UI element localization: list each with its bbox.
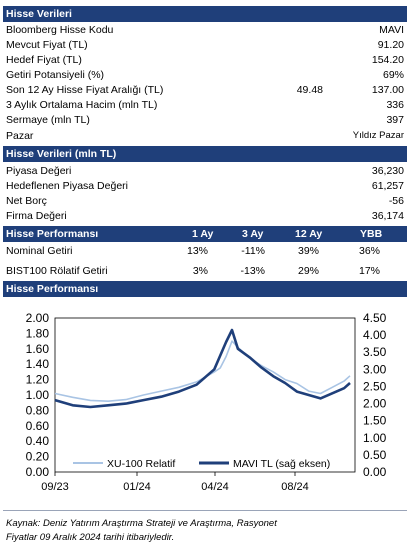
y-right-tick-label: 1.00 — [363, 431, 387, 445]
plot-area — [54, 317, 356, 473]
row-value: 336 — [386, 99, 404, 111]
row-label: Mevcut Fiyat (TL) — [6, 39, 88, 51]
section-header-stock-data-mln: Hisse Verileri (mln TL) — [3, 146, 407, 162]
row-label: BIST100 Rölatif Getiri — [6, 265, 108, 277]
y-left-tick-label: 0.20 — [26, 450, 50, 464]
row-label: Bloomberg Hisse Kodu — [6, 24, 114, 36]
y-right-tick-label: 3.00 — [363, 362, 387, 376]
y-right-tick-label: 3.50 — [363, 345, 387, 359]
series-line-mavi-tl — [54, 328, 351, 409]
y-right-tick-label: 2.00 — [363, 397, 387, 411]
row-target-market-cap: Hedeflenen Piyasa Değeri 61,257 — [3, 180, 407, 192]
row-label: Sermaye (mln TL) — [6, 114, 90, 126]
row-market: Pazar Yıldız Pazar — [3, 130, 407, 142]
row-label: Hedef Fiyat (TL) — [6, 54, 82, 66]
row-label: Pazar — [6, 130, 34, 142]
y-left-tick-label: 0.60 — [26, 419, 50, 433]
row-target-price: Hedef Fiyat (TL) 154.20 — [3, 54, 407, 66]
row-label: Son 12 Ay Hisse Fiyat Aralığı (TL) — [6, 84, 164, 96]
y-left-tick-label: 0.40 — [26, 434, 50, 448]
row-firm-value: Firma Değeri 36,174 — [3, 210, 407, 222]
y-left-tick-label: 1.80 — [26, 326, 50, 340]
val-12m: 29% — [297, 265, 319, 277]
row-avg-volume: 3 Aylık Ortalama Hacim (mln TL) 336 — [3, 99, 407, 111]
legend-label-xu100: XU-100 Relatif — [107, 458, 175, 470]
col-ytd: YBB — [360, 228, 383, 240]
y-right-tick-label: 1.50 — [363, 414, 387, 428]
section-header-chart: Hisse Performansı — [3, 281, 407, 297]
x-tick-label: 08/24 — [281, 481, 309, 493]
legend-label-mavi: MAVI TL (sağ eksen) — [233, 458, 330, 470]
row-value: 154.20 — [371, 54, 404, 66]
row-label: Getiri Potansiyeli (%) — [6, 69, 105, 81]
val-3m: -11% — [241, 245, 265, 257]
x-tick-label: 04/24 — [201, 481, 229, 493]
row-market-cap: Piyasa Değeri 36,230 — [3, 165, 407, 177]
footnote-source: Kaynak: Deniz Yatırım Araştırma Strateji… — [6, 518, 277, 529]
row-value: 69% — [382, 69, 404, 81]
x-tick-label: 01/24 — [123, 481, 151, 493]
row-current-price: Mevcut Fiyat (TL) 91.20 — [3, 39, 407, 51]
row-label: Nominal Getiri — [6, 245, 73, 257]
y-left-tick-label: 1.00 — [26, 388, 50, 402]
y-left-tick-label: 1.40 — [26, 357, 50, 371]
row-value: 61,257 — [371, 180, 404, 192]
y-right-tick-label: 4.50 — [363, 311, 387, 325]
row-value-low: 49.48 — [296, 84, 323, 96]
row-value: -56 — [388, 195, 404, 207]
row-label: Piyasa Değeri — [6, 165, 72, 177]
y-left-tick-label: 0.00 — [26, 465, 50, 479]
y-left-tick-label: 2.00 — [26, 311, 50, 325]
row-label: Firma Değeri — [6, 210, 67, 222]
y-right-tick-label: 4.00 — [363, 328, 387, 342]
col-1m: 1 Ay — [192, 228, 214, 240]
val-3m: -13% — [240, 265, 265, 277]
col-3m: 3 Ay — [242, 228, 264, 240]
series-line-xu100-relative — [54, 340, 351, 402]
val-1m: 13% — [186, 245, 208, 257]
row-return-potential: Getiri Potansiyeli (%) 69% — [3, 69, 407, 81]
row-label: Net Borç — [6, 195, 47, 207]
row-capital: Sermaye (mln TL) 397 — [3, 114, 407, 126]
y-left-tick-label: 1.20 — [26, 373, 50, 387]
y-right-tick-label: 2.50 — [363, 379, 387, 393]
performance-chart: 0.000.200.400.600.801.001.201.401.601.80… — [26, 311, 387, 493]
row-price-range: Son 12 Ay Hisse Fiyat Aralığı (TL) 49.48… — [3, 84, 407, 96]
row-value: Yıldız Pazar — [352, 130, 404, 141]
row-bloomberg-code: Bloomberg Hisse Kodu MAVI — [3, 24, 407, 36]
x-tick-label: 09/23 — [41, 481, 69, 493]
section-header-performance: Hisse Performansı 1 Ay 3 Ay 12 Ay YBB — [3, 226, 407, 242]
val-ytd: 17% — [358, 265, 380, 277]
row-nominal-return: Nominal Getiri 13% -11% 39% 36% — [3, 245, 407, 257]
row-net-debt: Net Borç -56 — [3, 195, 407, 207]
row-label: 3 Aylık Ortalama Hacim (mln TL) — [6, 99, 158, 111]
row-value: 91.20 — [377, 39, 404, 51]
val-1m: 3% — [192, 265, 208, 277]
row-relative-return: BIST100 Rölatif Getiri 3% -13% 29% 17% — [3, 265, 407, 277]
row-value: 36,230 — [371, 165, 404, 177]
row-value: 397 — [386, 114, 404, 126]
divider — [3, 510, 407, 511]
val-ytd: 36% — [358, 245, 380, 257]
footnote-date: Fiyatlar 09 Aralık 2024 tarihi itibariyl… — [6, 532, 175, 543]
row-label: Hedeflenen Piyasa Değeri — [6, 180, 128, 192]
y-right-tick-label: 0.00 — [363, 465, 387, 479]
y-left-tick-label: 0.80 — [26, 403, 50, 417]
val-12m: 39% — [297, 245, 319, 257]
y-left-tick-label: 1.60 — [26, 342, 50, 356]
row-value: MAVI — [379, 24, 404, 36]
section-header-stock-data: Hisse Verileri — [3, 6, 407, 22]
row-value: 36,174 — [371, 210, 404, 222]
row-value: 137.00 — [371, 84, 404, 96]
col-12m: 12 Ay — [295, 228, 323, 240]
y-right-tick-label: 0.50 — [363, 448, 387, 462]
